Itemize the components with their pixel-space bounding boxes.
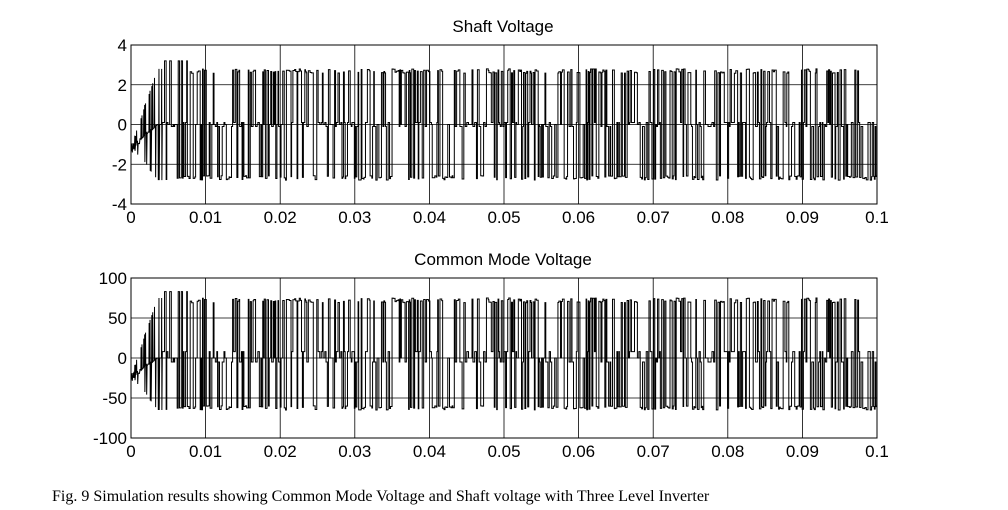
x-axis: 0 0.01 0.02 0.03 0.04 0.05 0.06 0.07 0.08 0.09 0.1 <box>126 208 889 227</box>
x-tick-label: 0.07 <box>637 208 670 227</box>
chart-title: Common Mode Voltage <box>414 250 592 269</box>
x-tick-label: 0.01 <box>189 208 222 227</box>
x-tick-label: 0.05 <box>487 208 520 227</box>
x-tick-label: 0.02 <box>264 442 297 461</box>
shaft-voltage-panel: Shaft Voltage 0 0.01 0.02 0.03 0.04 0.05 0.06 0… <box>112 17 889 227</box>
y-tick-label: -100 <box>93 429 127 448</box>
y-axis: -100 -50 0 50 100 <box>93 269 127 448</box>
plot-frame <box>130 277 878 439</box>
y-axis: -4 -2 0 2 4 <box>112 36 127 214</box>
x-tick-label: 0.04 <box>413 442 446 461</box>
y-tick-label: -2 <box>112 155 127 174</box>
y-tick-label: 2 <box>118 76 127 95</box>
x-tick-label: 0.06 <box>562 442 595 461</box>
y-tick-label: 50 <box>108 309 127 328</box>
x-tick-label: 0.06 <box>562 208 595 227</box>
y-tick-label: -50 <box>102 389 127 408</box>
x-tick-label: 0.09 <box>786 442 819 461</box>
chart-title: Shaft Voltage <box>452 17 553 36</box>
x-tick-label: 0 <box>126 442 135 461</box>
x-tick-label: 0.08 <box>711 208 744 227</box>
x-tick-label: 0.03 <box>338 208 371 227</box>
x-tick-label: 0.1 <box>865 208 889 227</box>
x-tick-label: 0 <box>126 208 135 227</box>
series-line-shaft-voltage <box>130 60 878 181</box>
y-tick-label: 0 <box>118 116 127 135</box>
x-tick-label: 0.09 <box>786 208 819 227</box>
series-line-common-mode-voltage <box>130 291 878 411</box>
x-tick-label: 0.03 <box>338 442 371 461</box>
y-tick-label: -4 <box>112 195 127 214</box>
figure-caption: Fig. 9 Simulation results showing Common… <box>52 488 710 505</box>
x-tick-label: 0.07 <box>637 442 670 461</box>
x-tick-label: 0.04 <box>413 208 446 227</box>
x-tick-label: 0.02 <box>264 208 297 227</box>
x-tick-label: 0.01 <box>189 442 222 461</box>
plot-frame <box>130 44 878 205</box>
y-tick-label: 100 <box>99 269 127 288</box>
x-tick-label: 0.08 <box>711 442 744 461</box>
y-tick-label: 4 <box>118 36 127 55</box>
x-axis: 0 0.01 0.02 0.03 0.04 0.05 0.06 0.07 0.08 0.09 0.1 <box>126 442 889 461</box>
x-tick-label: 0.1 <box>865 442 889 461</box>
x-tick-label: 0.05 <box>487 442 520 461</box>
common-mode-voltage-panel: Common Mode Voltage 0 0.01 0.02 0.03 0.04 0.0… <box>93 250 889 461</box>
y-tick-label: 0 <box>118 349 127 368</box>
